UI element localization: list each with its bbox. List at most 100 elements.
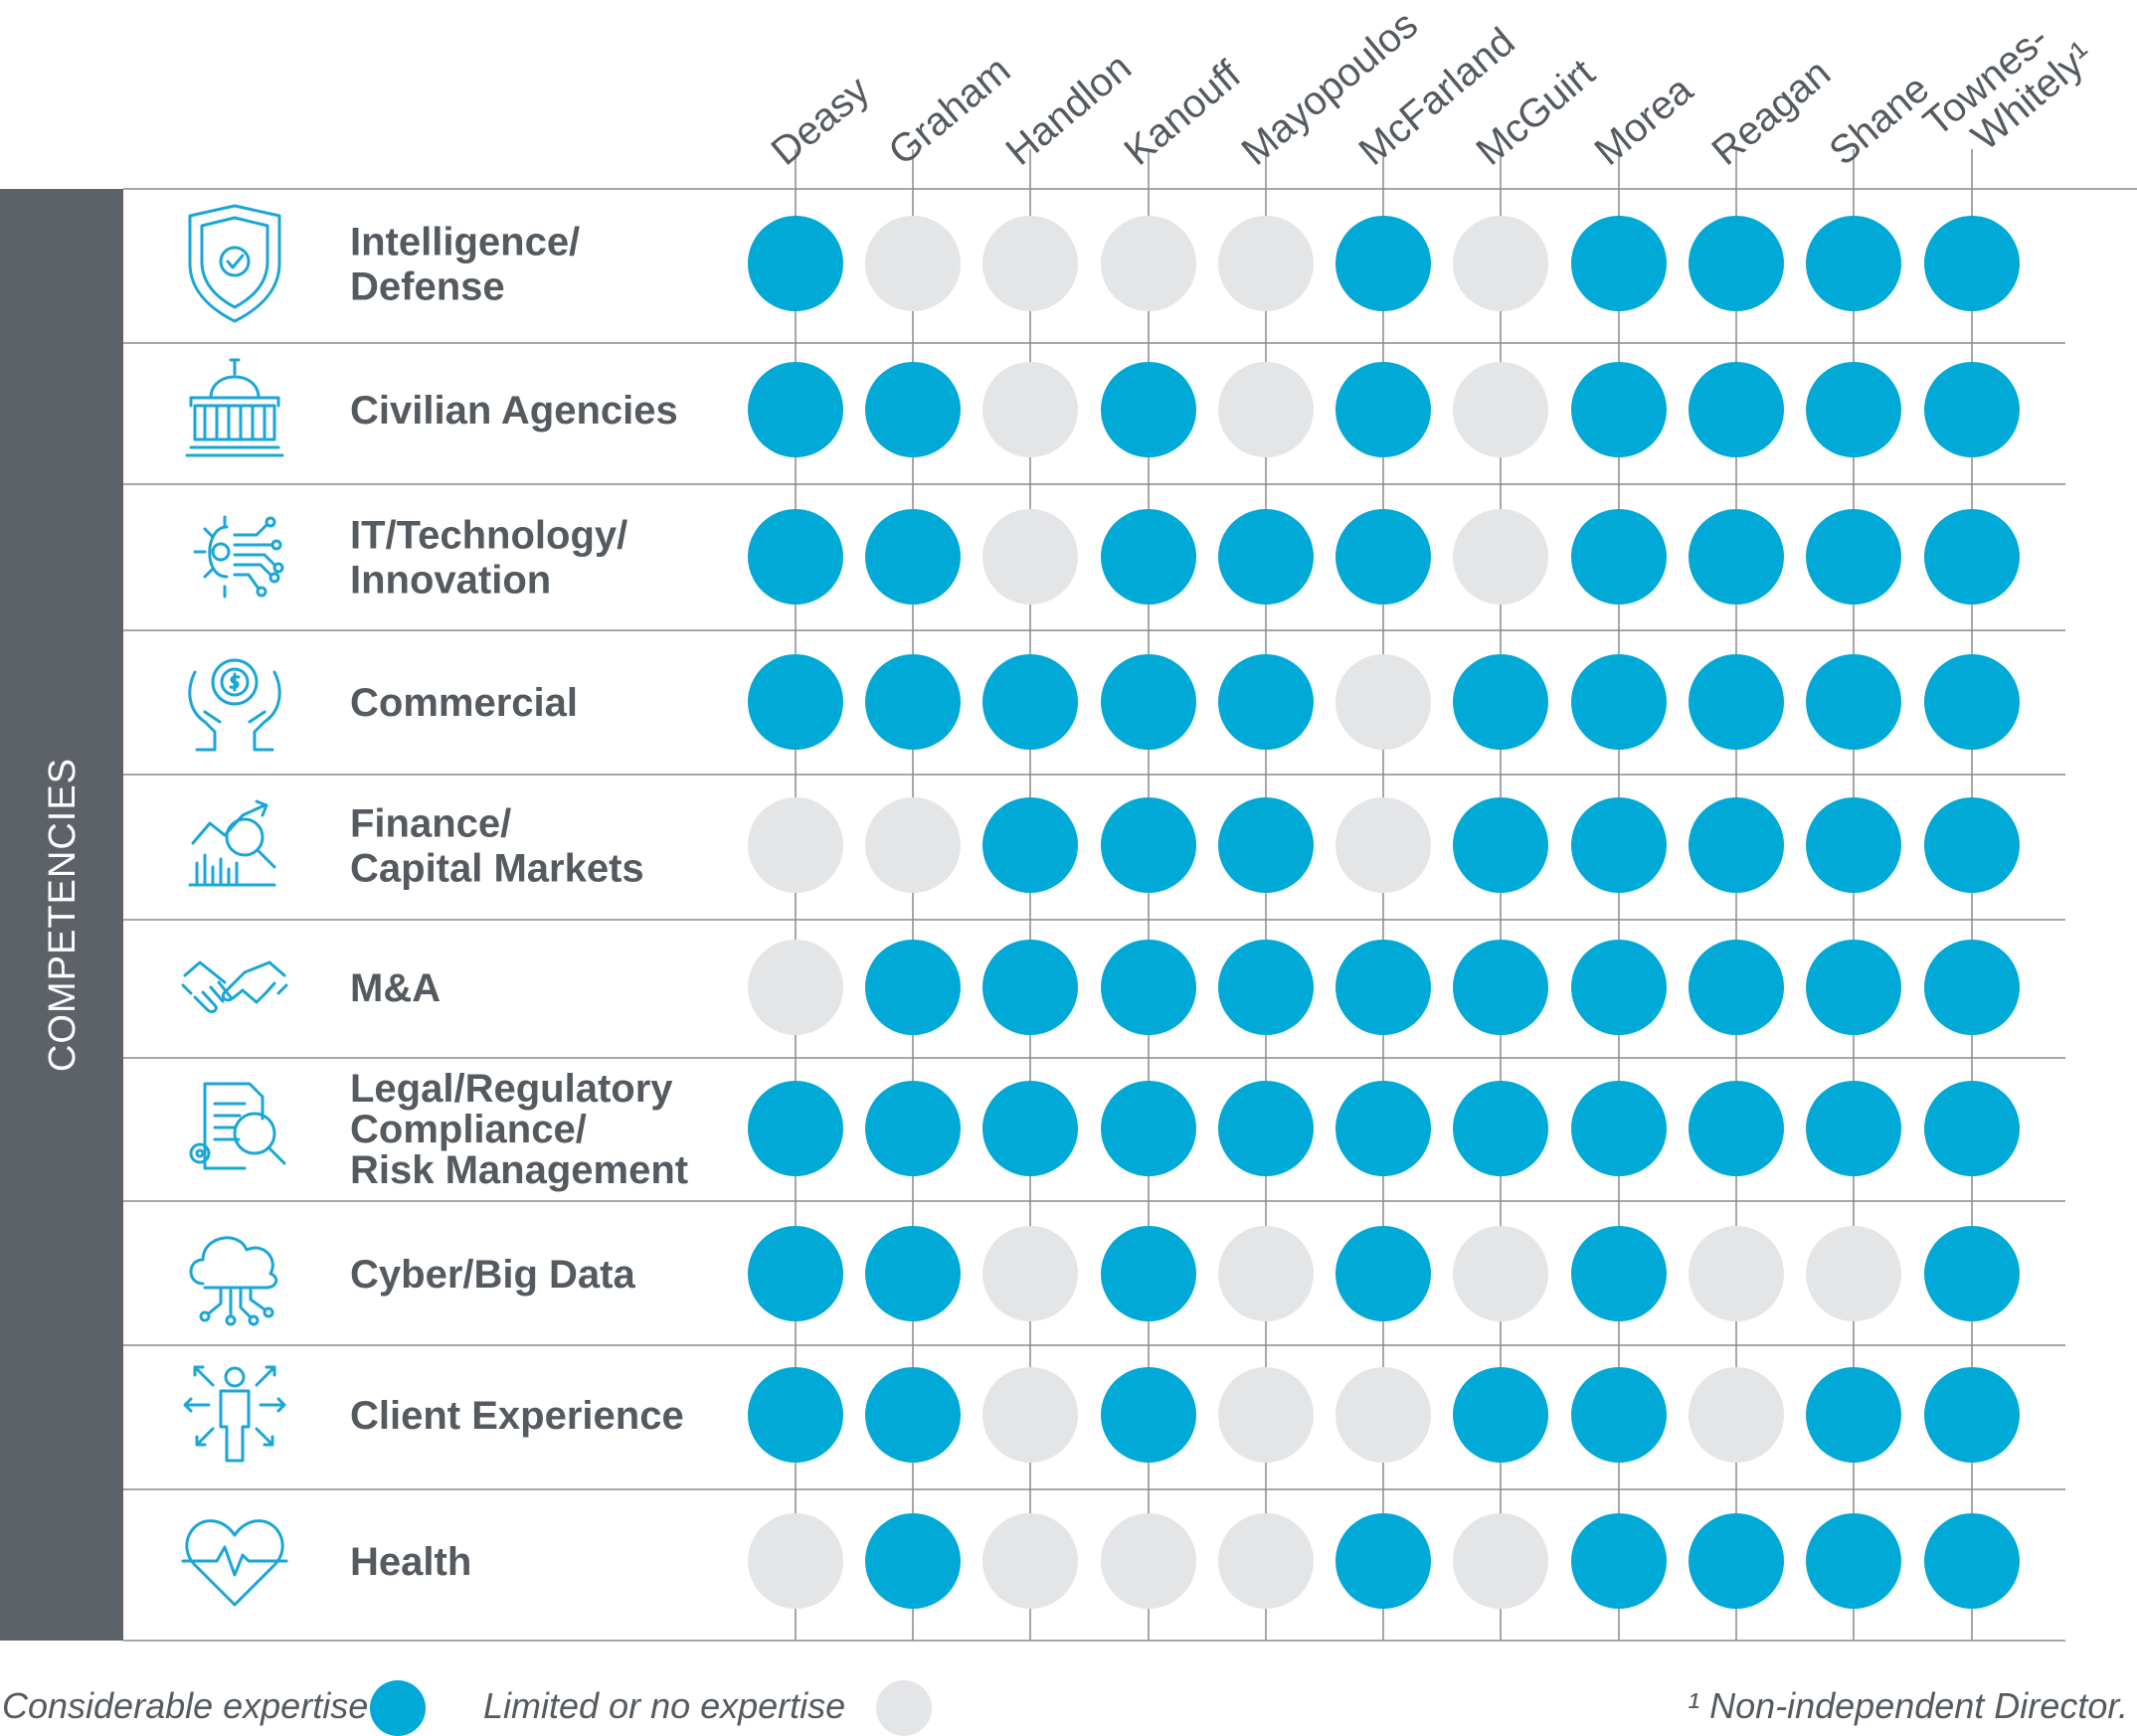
director-header: Morea	[1587, 68, 1702, 174]
competency-label: IT/Technology/	[350, 514, 627, 558]
legend-label-considerable: Considerable expertise	[2, 1685, 368, 1726]
heart-pulse-icon	[181, 1519, 288, 1607]
dot-limited	[1453, 216, 1548, 311]
dot-limited	[1218, 1513, 1314, 1609]
dot-considerable	[1924, 1226, 2020, 1321]
dot-considerable	[1453, 940, 1548, 1035]
dot-considerable	[1336, 1226, 1431, 1321]
dot-limited	[1689, 1226, 1784, 1321]
director-header: Graham	[881, 48, 1019, 174]
dot-limited	[1336, 797, 1431, 893]
dot-considerable	[1571, 1513, 1667, 1609]
dot-considerable	[1101, 1226, 1196, 1321]
dot-considerable	[1453, 654, 1548, 750]
dot-considerable	[1924, 1367, 2020, 1463]
competency-icons	[181, 204, 288, 1607]
dot-considerable	[1101, 797, 1196, 893]
dot-considerable	[1101, 362, 1196, 457]
dot-considerable	[1689, 1081, 1784, 1176]
dot-limited	[982, 1226, 1078, 1321]
dot-considerable	[1924, 216, 2020, 311]
director-header: Reagan	[1704, 51, 1840, 174]
dot-considerable	[1571, 509, 1667, 605]
dot-limited	[1218, 216, 1314, 311]
dot-considerable	[1336, 940, 1431, 1035]
competency-label: Intelligence/	[350, 221, 580, 264]
director-name: Reagan	[1704, 51, 1840, 174]
dot-considerable	[982, 1081, 1078, 1176]
competency-label: Capital Markets	[350, 847, 644, 891]
competency-label: Commercial	[350, 681, 578, 725]
dot-considerable	[1806, 1081, 1901, 1176]
dot-considerable	[1101, 1081, 1196, 1176]
dot-considerable	[1571, 1367, 1667, 1463]
dot-considerable	[748, 362, 843, 457]
dot-considerable	[865, 1081, 961, 1176]
dot-limited	[748, 940, 843, 1035]
dot-considerable	[865, 1367, 961, 1463]
dot-limited	[1453, 362, 1548, 457]
dot-considerable	[1336, 1513, 1431, 1609]
dot-considerable	[982, 797, 1078, 893]
dot-considerable	[982, 940, 1078, 1035]
dot-considerable	[1571, 654, 1667, 750]
dot-considerable	[1101, 940, 1196, 1035]
dot-considerable	[1924, 1513, 2020, 1609]
dot-considerable	[1453, 797, 1548, 893]
dot-considerable	[1571, 1226, 1667, 1321]
director-header: Deasy	[764, 68, 878, 174]
dot-considerable	[1101, 509, 1196, 605]
competency-label: Finance/	[350, 802, 511, 846]
dot-considerable	[1689, 940, 1784, 1035]
dot-limited	[1218, 1226, 1314, 1321]
competency-label: Innovation	[350, 559, 551, 603]
dot-limited	[1218, 362, 1314, 457]
dot-considerable	[1571, 940, 1667, 1035]
dot-considerable	[1689, 1513, 1784, 1609]
document-search-icon	[189, 1082, 286, 1170]
dot-limited	[1453, 1513, 1548, 1609]
competency-label: M&A	[350, 966, 441, 1010]
sidebar	[0, 189, 123, 1641]
dot-limited	[1336, 1367, 1431, 1463]
dot-considerable	[1806, 654, 1901, 750]
dot-limited	[1336, 654, 1431, 750]
dot-considerable	[1336, 216, 1431, 311]
dot-limited	[1101, 216, 1196, 311]
dot-considerable	[1689, 797, 1784, 893]
dot-considerable	[865, 362, 961, 457]
dot-considerable	[1218, 940, 1314, 1035]
dot-considerable	[865, 509, 961, 605]
dot-limited	[982, 1367, 1078, 1463]
legend: Considerable expertise Limited or no exp…	[2, 1680, 2128, 1736]
dot-limited	[982, 509, 1078, 605]
dot-considerable	[865, 940, 961, 1035]
dot-considerable	[1924, 797, 2020, 893]
handshake-icon	[181, 960, 288, 1013]
dot-considerable	[1336, 362, 1431, 457]
chart-magnifier-icon	[188, 799, 276, 887]
dot-considerable	[748, 1081, 843, 1176]
dot-considerable	[1101, 654, 1196, 750]
dot-considerable	[865, 654, 961, 750]
dot-considerable	[1806, 216, 1901, 311]
dot-limited	[982, 362, 1078, 457]
dot-limited	[1689, 1367, 1784, 1463]
dot-considerable	[1806, 940, 1901, 1035]
competency-label: Risk Management	[350, 1148, 688, 1192]
dot-considerable	[1924, 1081, 2020, 1176]
director-name: Morea	[1587, 68, 1702, 174]
dot-considerable	[1336, 1081, 1431, 1176]
director-headers: Deasy GrahamHandlonKanouffMayopoulosMcFar…	[764, 3, 2102, 174]
dot-considerable	[1218, 1081, 1314, 1176]
dot-considerable	[748, 216, 843, 311]
dot-considerable	[865, 1226, 961, 1321]
competency-label: Cyber/Big Data	[350, 1253, 635, 1297]
dot-limited	[865, 216, 961, 311]
legend-label-limited: Limited or no expertise	[483, 1685, 845, 1726]
director-header: Townes-Whitely¹	[1915, 16, 2101, 159]
dot-considerable	[865, 1513, 961, 1609]
director-header: Handlon	[998, 45, 1140, 173]
dot-considerable	[1571, 797, 1667, 893]
dot-considerable	[1924, 362, 2020, 457]
